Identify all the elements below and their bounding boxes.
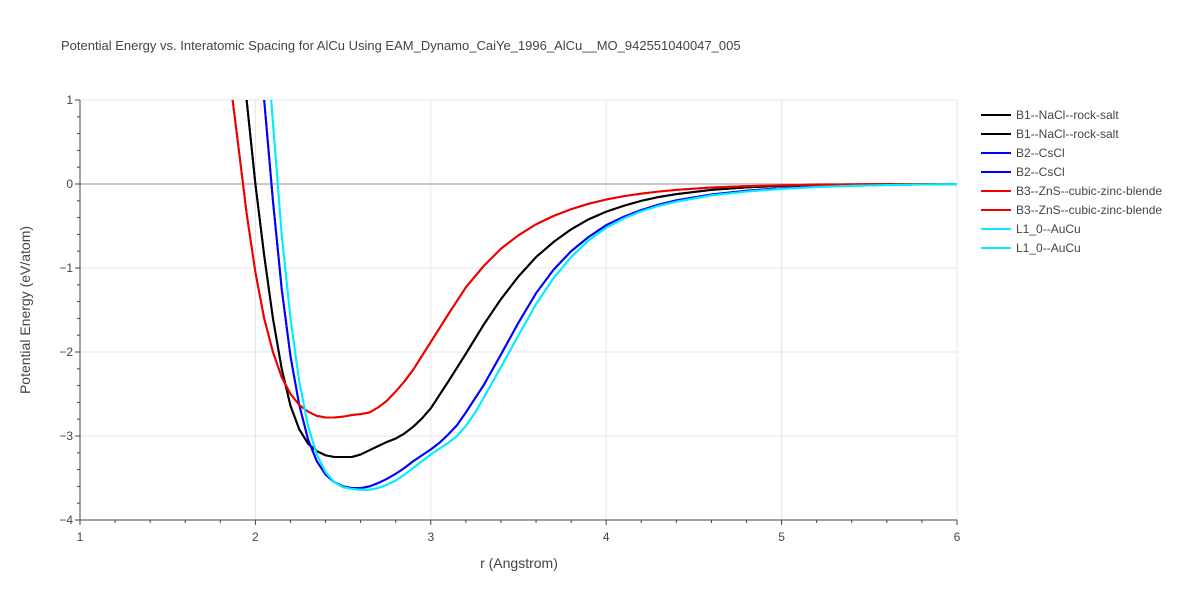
grid-layer bbox=[80, 99, 958, 520]
y-tick-label: −3 bbox=[59, 429, 73, 443]
series-line-6 bbox=[270, 100, 957, 491]
x-tick-label: 4 bbox=[603, 530, 610, 544]
y-tick-label: −1 bbox=[59, 261, 73, 275]
legend-label: L1_0--AuCu bbox=[1016, 222, 1081, 236]
series-layer bbox=[231, 100, 957, 491]
axes-layer: 1 2 3 4 5 6 1 0 −1 −2 −3 −4 bbox=[59, 93, 960, 544]
series-line-1 bbox=[245, 100, 957, 458]
series-line-4 bbox=[231, 100, 957, 419]
y-tick-label: 0 bbox=[66, 177, 73, 191]
legend-item[interactable]: L1_0--AuCu bbox=[981, 222, 1081, 236]
legend-item[interactable]: B3--ZnS--cubic-zinc-blende bbox=[981, 184, 1162, 198]
x-axis-title: r (Angstrom) bbox=[480, 555, 558, 571]
x-tick-label: 6 bbox=[954, 530, 961, 544]
x-tick-label: 2 bbox=[252, 530, 259, 544]
legend-label: B1--NaCl--rock-salt bbox=[1016, 108, 1119, 122]
x-tick-label: 1 bbox=[77, 530, 84, 544]
legend-label: L1_0--AuCu bbox=[1016, 241, 1081, 255]
legend-label: B3--ZnS--cubic-zinc-blende bbox=[1016, 184, 1162, 198]
legend-item[interactable]: B3--ZnS--cubic-zinc-blende bbox=[981, 203, 1162, 217]
legend[interactable]: B1--NaCl--rock-salt B1--NaCl--rock-salt B2… bbox=[981, 108, 1162, 255]
y-tick-label: −4 bbox=[59, 513, 73, 527]
legend-item[interactable]: B2--CsCl bbox=[981, 146, 1065, 160]
legend-label: B2--CsCl bbox=[1016, 165, 1065, 179]
legend-item[interactable]: B1--NaCl--rock-salt bbox=[981, 127, 1119, 141]
legend-label: B2--CsCl bbox=[1016, 146, 1065, 160]
y-tick-label: −2 bbox=[59, 345, 73, 359]
chart-title: Potential Energy vs. Interatomic Spacing… bbox=[61, 38, 741, 53]
x-tick-label: 3 bbox=[427, 530, 434, 544]
legend-label: B3--ZnS--cubic-zinc-blende bbox=[1016, 203, 1162, 217]
series-line-3 bbox=[263, 100, 957, 490]
series-line-7 bbox=[270, 100, 957, 491]
legend-item[interactable]: L1_0--AuCu bbox=[981, 241, 1081, 255]
legend-item[interactable]: B2--CsCl bbox=[981, 165, 1065, 179]
y-tick-label: 1 bbox=[66, 93, 73, 107]
legend-label: B1--NaCl--rock-salt bbox=[1016, 127, 1119, 141]
y-axis-title: Potential Energy (eV/atom) bbox=[17, 226, 33, 394]
series-line-2 bbox=[263, 100, 957, 490]
x-tick-label: 5 bbox=[778, 530, 785, 544]
series-line-0 bbox=[245, 100, 957, 458]
legend-item[interactable]: B1--NaCl--rock-salt bbox=[981, 108, 1119, 122]
series-line-5 bbox=[231, 100, 957, 419]
